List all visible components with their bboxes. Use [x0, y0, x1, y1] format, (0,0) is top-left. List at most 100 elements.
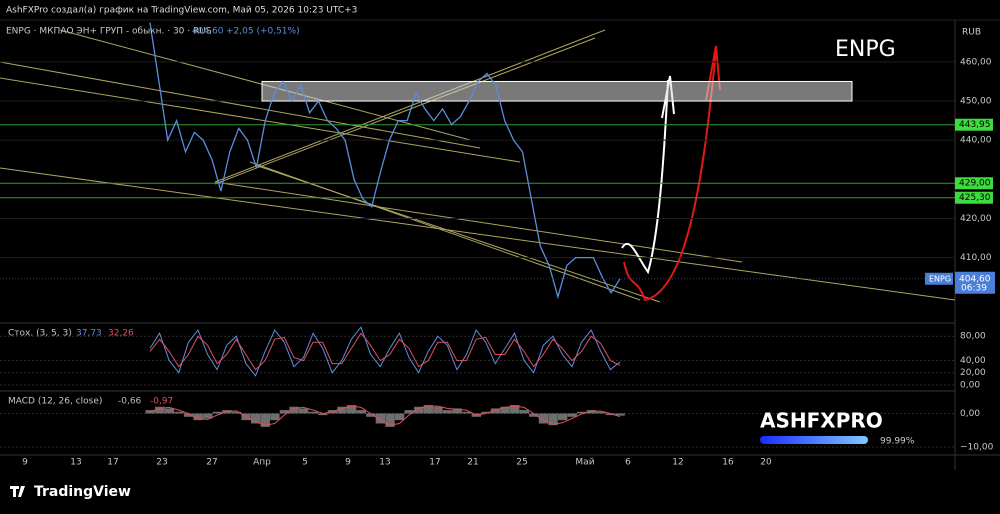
indicator-line — [149, 405, 621, 426]
price-line — [149, 22, 621, 300]
level-label: 443,95 — [959, 120, 991, 130]
logo-text: ASHFXPRO — [760, 409, 883, 433]
histogram-bar — [394, 413, 405, 421]
histogram-bar — [251, 413, 261, 424]
histogram-bar — [404, 410, 414, 414]
symbol-tag-label: ENPG — [929, 274, 951, 283]
histogram-bar — [193, 413, 203, 421]
level-tag — [955, 177, 993, 190]
histogram-bar — [538, 413, 549, 424]
x-tick-label: 17 — [429, 458, 440, 468]
y-tick-label: 420,00 — [960, 214, 992, 224]
x-tick-label: 9 — [22, 458, 28, 468]
histogram-bar — [212, 411, 223, 414]
zone — [261, 80, 853, 102]
histogram-bar — [442, 410, 453, 414]
legend-title: ENPG · МКПАО ЭН+ ГРУП - обыкн. · 30 · RU… — [6, 27, 212, 37]
legend-value: -0,66 — [118, 397, 142, 407]
x-tick-label: 27 — [206, 458, 217, 468]
y-tick-label: 0,00 — [960, 380, 980, 390]
histogram-bar — [586, 410, 597, 414]
header-text: AshFXPro создал(а) график на TradingView… — [6, 6, 357, 16]
histogram-bar — [346, 405, 357, 414]
histogram-bar — [605, 413, 616, 416]
histogram-bar — [557, 413, 568, 421]
x-tick-label: 13 — [379, 458, 390, 468]
legend-change: +2,05 (+0,51%) — [226, 27, 300, 37]
y-tick-label: 460,00 — [960, 57, 992, 67]
currency: RUB — [962, 28, 981, 38]
x-tick-label: Апр — [253, 458, 271, 468]
pane-title: MACD (12, 26, close) — [8, 397, 102, 407]
histogram-bar — [519, 410, 529, 414]
histogram-bar — [155, 406, 165, 414]
watermark: ENPG — [835, 37, 896, 62]
histogram-bar — [318, 413, 328, 416]
progress-bar — [760, 436, 868, 444]
histogram-bar — [385, 413, 395, 427]
y-tick-label: 440,00 — [960, 136, 992, 146]
histogram-bar — [270, 413, 280, 421]
legend-last: 404,60 — [192, 27, 224, 37]
symbol-tag — [925, 272, 953, 285]
y-tick-label: 450,00 — [960, 97, 992, 107]
trend-line — [0, 61, 481, 149]
footer-text: TradingView — [34, 484, 131, 500]
histogram-bar — [462, 411, 472, 414]
histogram-bar — [423, 405, 434, 414]
histogram-bar — [366, 413, 376, 417]
logo-percent: 99.99% — [880, 437, 915, 447]
x-tick-label: 25 — [516, 458, 527, 468]
y-tick-label: −10,00 — [960, 442, 994, 452]
histogram-bar — [174, 411, 184, 414]
histogram-bar — [433, 406, 443, 414]
x-tick-label: 6 — [625, 458, 631, 468]
histogram-bar — [308, 411, 318, 414]
x-tick-label: 13 — [70, 458, 81, 468]
histogram-bar — [203, 413, 213, 419]
indicator-line — [149, 332, 621, 371]
footer-brand: TradingView — [10, 484, 131, 500]
histogram-bar — [490, 408, 501, 414]
x-tick-label: Май — [575, 458, 594, 468]
histogram-bar — [414, 406, 424, 414]
x-tick-label: 20 — [760, 458, 772, 468]
trend-line — [0, 77, 521, 163]
price-timer: 06:39 — [961, 283, 987, 293]
trend-line — [214, 29, 606, 183]
y-tick-label: 20,00 — [960, 368, 986, 378]
level-label: 425,30 — [959, 193, 991, 203]
histogram-bar — [279, 410, 290, 414]
x-tick-label: 9 — [345, 458, 351, 468]
histogram-bar — [231, 411, 242, 414]
logo: ASHFXPRO 99.99% — [760, 409, 915, 447]
histogram-bar — [509, 405, 520, 414]
histogram-bar — [164, 408, 175, 414]
x-tick-label: 12 — [672, 458, 683, 468]
y-tick-label: 80,00 — [960, 332, 986, 342]
y-tick-label: 410,00 — [960, 253, 992, 263]
legend-value: 32,26 — [108, 329, 134, 339]
pane-title: Стох. (3, 5, 3) — [8, 329, 72, 339]
level-tag — [955, 191, 993, 204]
legend-value: -0,97 — [150, 397, 173, 407]
histogram-bar — [289, 406, 299, 414]
trend-line — [0, 167, 956, 301]
tv-icon — [10, 486, 25, 497]
y-tick-label: 40,00 — [960, 356, 986, 366]
level-tag — [955, 118, 993, 131]
header-bar — [0, 0, 1000, 20]
x-tick-label: 5 — [302, 458, 308, 468]
histogram-bar — [260, 413, 271, 427]
x-tick-label: 23 — [156, 458, 167, 468]
histogram-bar — [356, 410, 366, 414]
histogram-bar — [298, 408, 309, 414]
histogram-bar — [500, 406, 510, 414]
legend-value: 37,73 — [76, 329, 102, 339]
histogram-bar — [577, 411, 587, 414]
x-tick-label: 16 — [722, 458, 734, 468]
histogram-bar — [567, 413, 577, 417]
histogram-bar — [375, 413, 386, 424]
histogram-bar — [183, 413, 194, 417]
